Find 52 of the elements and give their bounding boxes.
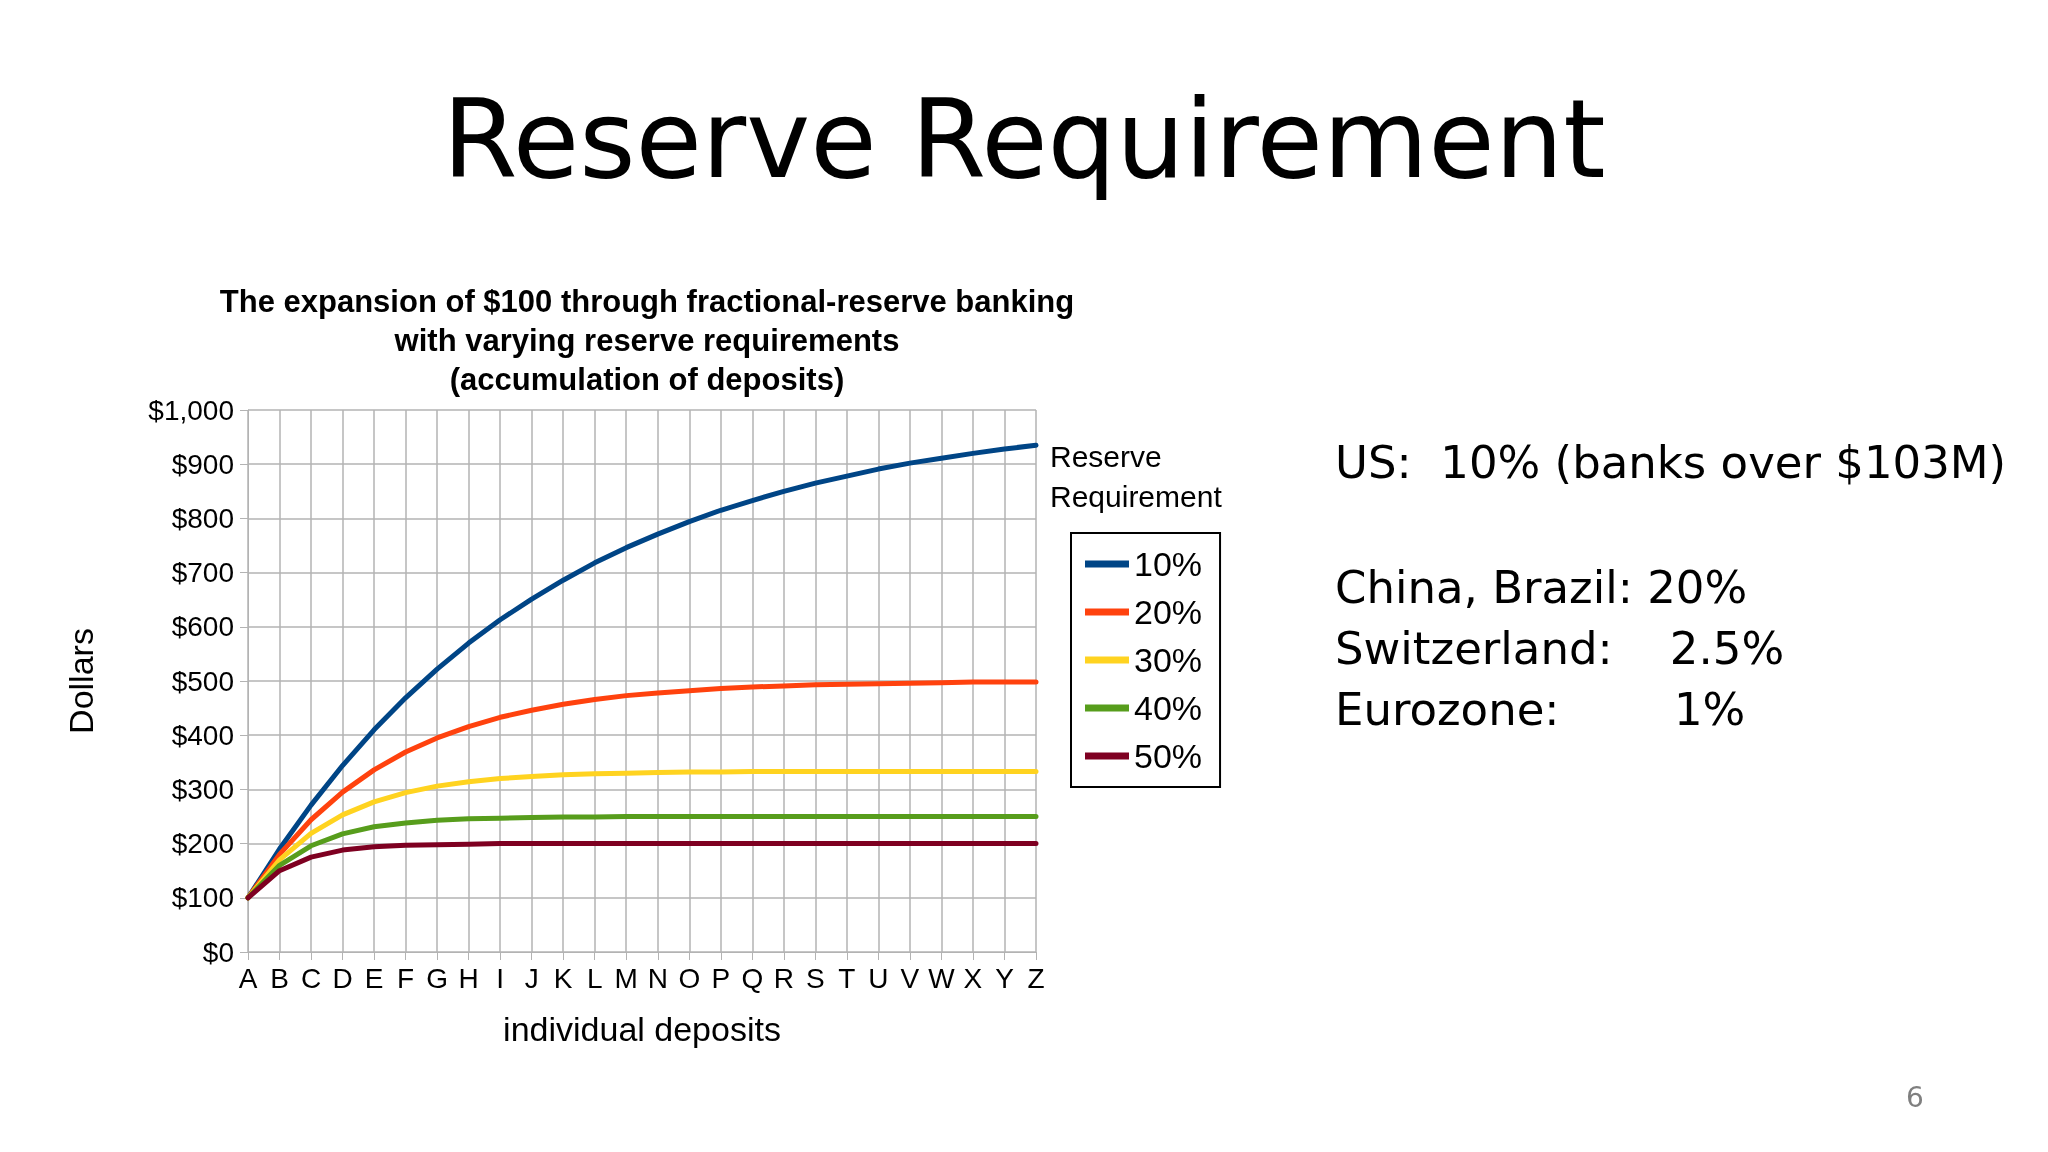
x-tick-label: U [868, 962, 889, 994]
x-tick-label: B [270, 962, 289, 994]
x-tick-label: J [524, 962, 539, 994]
text: 6 [1906, 1080, 1924, 1114]
x-tick-label: S [806, 962, 825, 994]
legend-label: 40% [1134, 689, 1203, 727]
y-tick-label: $100 [171, 882, 234, 914]
text: China, Brazil: 20% [1335, 561, 1748, 614]
x-tick-label: I [496, 962, 505, 994]
x-tick-label: O [678, 962, 701, 994]
x-tick-label: Q [741, 962, 764, 994]
y-tick-label: $400 [171, 719, 234, 751]
x-axis-title: individual deposits [503, 1010, 781, 1048]
text: Reserve Requirement [1050, 439, 1223, 513]
x-tick-label: V [900, 962, 920, 994]
legend-label: 30% [1134, 641, 1203, 679]
x-tick-label: Y [995, 962, 1015, 994]
chart-subtitle: The expansion of $100 through fractional-reserve banking with varying reserve requirements (accumulation of deposits) [219, 284, 1075, 397]
legend-label: 20% [1134, 593, 1203, 631]
x-tick-label: R [773, 962, 794, 994]
x-tick-label: X [963, 962, 983, 994]
x-tick-label: T [838, 962, 856, 994]
x-tick-label: F [397, 962, 415, 994]
x-tick-label: D [332, 962, 353, 994]
text: Switzerland: 2.5% [1335, 622, 1785, 675]
y-tick-label: $0 [202, 936, 234, 968]
x-tick-label: W [928, 962, 956, 994]
x-tick-label: G [426, 962, 449, 994]
legend-label: 50% [1134, 737, 1203, 775]
x-tick-label: L [586, 962, 603, 994]
text: US: 10% (banks over $103M) [1335, 436, 2007, 489]
x-tick-label: E [364, 962, 384, 994]
x-tick-label: H [458, 962, 479, 994]
y-tick-label: $500 [171, 665, 234, 697]
x-tick-label: Z [1027, 962, 1045, 994]
y-tick-label: $1,000 [148, 394, 234, 426]
text: Eurozone: 1% [1335, 683, 1746, 736]
x-tick-label: P [711, 962, 731, 994]
x-tick-label: M [614, 962, 638, 994]
y-tick-label: $600 [171, 611, 234, 643]
y-tick-label: $200 [171, 828, 234, 860]
y-tick-label: $800 [171, 502, 234, 534]
y-axis-title: Dollars [62, 628, 100, 734]
x-tick-label: C [300, 962, 322, 994]
x-tick-label: K [553, 962, 573, 994]
y-tick-label: $900 [171, 448, 234, 480]
legend-title: Reserve Requirement [442, 76, 1606, 202]
legend-label: 10% [1134, 545, 1203, 583]
x-tick-label: A [238, 962, 258, 994]
y-tick-label: $700 [171, 557, 234, 589]
y-tick-label: $300 [171, 773, 234, 805]
x-tick-label: N [647, 962, 668, 994]
